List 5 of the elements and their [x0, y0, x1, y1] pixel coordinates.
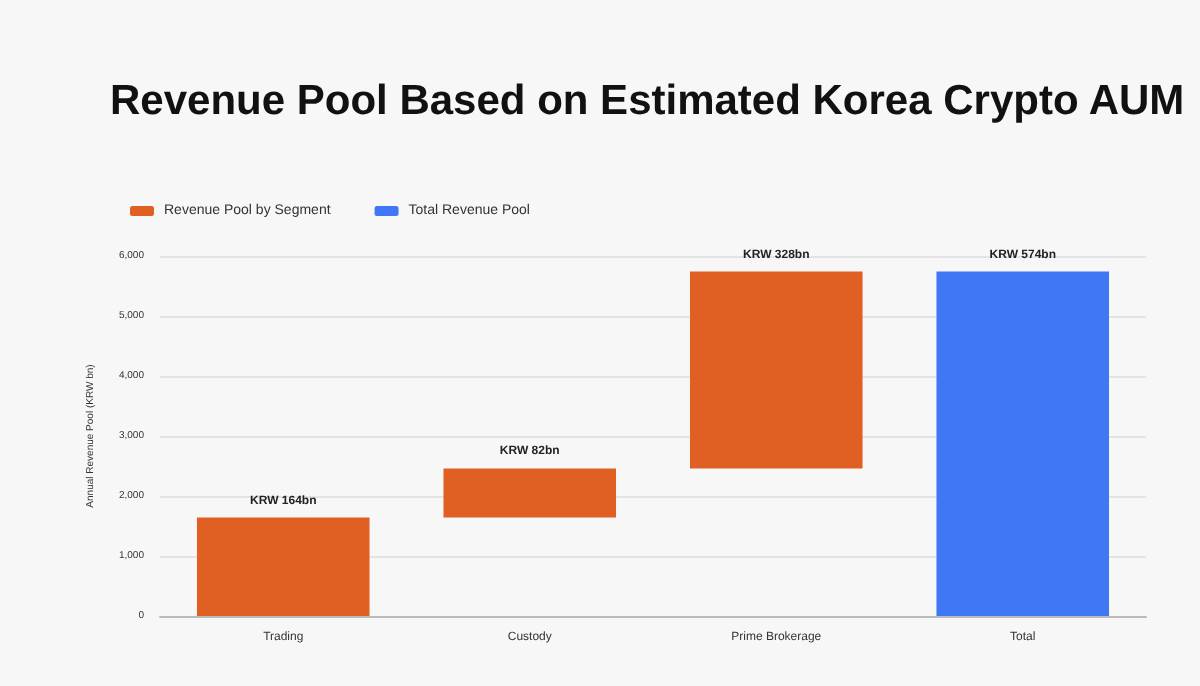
- bar: [443, 468, 617, 518]
- bar: [689, 271, 863, 469]
- chart-title: Revenue Pool Based on Estimated Korea Crypto AUM: [110, 78, 1185, 124]
- bar: [196, 517, 370, 616]
- bar: [936, 271, 1110, 616]
